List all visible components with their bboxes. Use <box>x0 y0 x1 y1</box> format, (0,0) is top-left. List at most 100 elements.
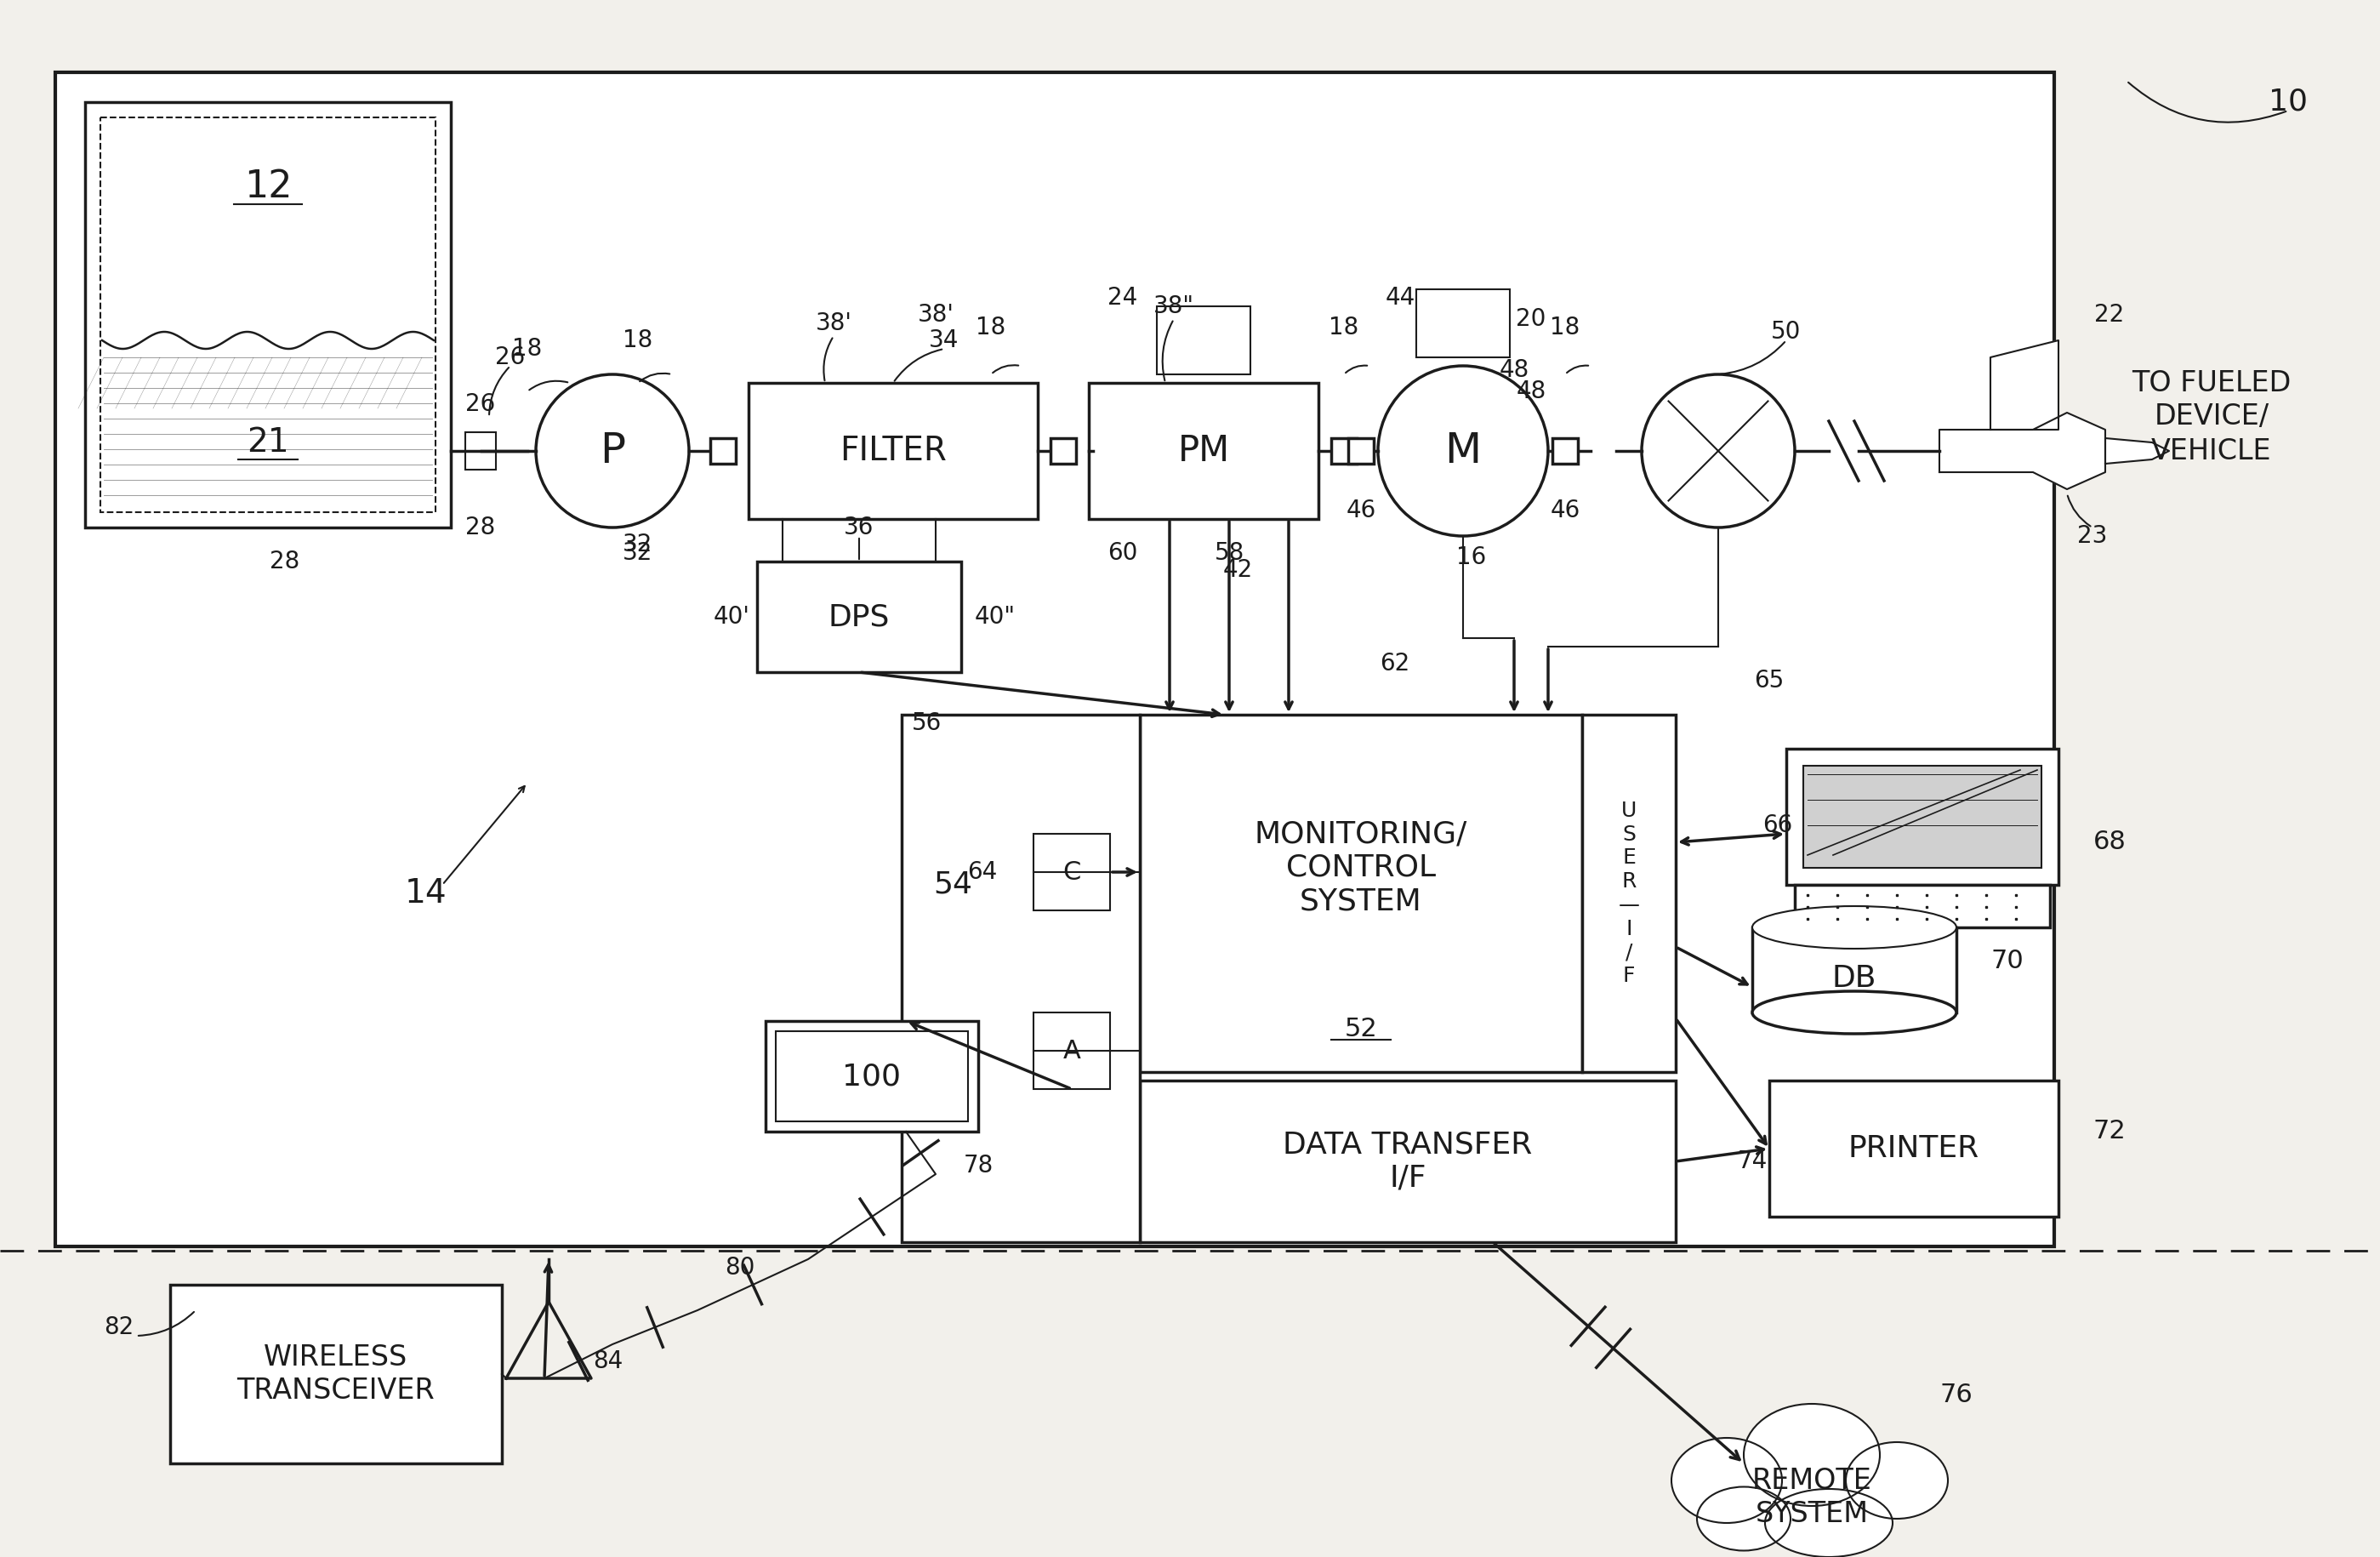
Text: 62: 62 <box>1380 652 1409 676</box>
Text: 70: 70 <box>1992 950 2023 973</box>
Bar <box>1347 438 1373 464</box>
Text: DPS: DPS <box>828 603 890 631</box>
Circle shape <box>1378 366 1547 536</box>
Text: DB: DB <box>1833 964 1875 993</box>
Text: PRINTER: PRINTER <box>1849 1133 1980 1163</box>
Text: 66: 66 <box>1764 813 1792 838</box>
Text: 26: 26 <box>495 346 526 369</box>
Text: 54: 54 <box>933 870 973 900</box>
Polygon shape <box>1940 413 2106 489</box>
Text: 16: 16 <box>1457 545 1488 570</box>
Bar <box>55 72 2054 1247</box>
Bar <box>1033 1012 1109 1088</box>
Text: 34: 34 <box>928 329 959 352</box>
Ellipse shape <box>1745 1404 1880 1506</box>
Text: FILTER: FILTER <box>840 434 947 467</box>
Text: 18: 18 <box>624 329 652 352</box>
Text: A: A <box>1064 1039 1081 1063</box>
Text: 32: 32 <box>624 532 652 556</box>
Text: 48: 48 <box>1516 380 1547 403</box>
Text: 58: 58 <box>1214 542 1245 565</box>
Bar <box>86 103 450 528</box>
Polygon shape <box>2106 438 2168 464</box>
Text: 18: 18 <box>512 336 543 361</box>
Text: 20: 20 <box>1516 307 1547 332</box>
Text: 28: 28 <box>269 550 300 573</box>
Text: 46: 46 <box>1347 498 1376 523</box>
Bar <box>902 715 1140 1242</box>
Text: 18: 18 <box>1328 316 1359 339</box>
Text: REMOTE
SYSTEM: REMOTE SYSTEM <box>1752 1467 1871 1527</box>
Text: P: P <box>600 431 626 472</box>
Text: 56: 56 <box>912 712 942 735</box>
Text: 60: 60 <box>1107 542 1138 565</box>
Text: 84: 84 <box>593 1350 624 1373</box>
Bar <box>1583 715 1676 1073</box>
Circle shape <box>1642 374 1795 528</box>
Text: 50: 50 <box>1771 319 1802 344</box>
Text: 23: 23 <box>2078 525 2109 548</box>
Text: 12: 12 <box>243 168 293 206</box>
Bar <box>1033 835 1109 911</box>
Text: 22: 22 <box>2094 304 2125 327</box>
Text: 46: 46 <box>1549 498 1580 523</box>
Ellipse shape <box>1847 1442 1947 1518</box>
Text: 32: 32 <box>624 542 652 565</box>
Text: 14: 14 <box>405 877 447 909</box>
Text: 68: 68 <box>2092 830 2125 855</box>
Text: 78: 78 <box>964 1154 992 1177</box>
Text: 82: 82 <box>105 1316 133 1339</box>
Bar <box>1157 307 1250 374</box>
Text: C: C <box>1064 859 1081 884</box>
Bar <box>1416 290 1509 358</box>
Text: 42: 42 <box>1223 557 1252 582</box>
Bar <box>1140 1081 1676 1242</box>
Text: 72: 72 <box>2092 1119 2125 1144</box>
Bar <box>1050 438 1076 464</box>
Text: 40": 40" <box>976 606 1016 629</box>
Text: 40': 40' <box>714 606 750 629</box>
Text: U
S
E
R
—
I
/
F: U S E R — I / F <box>1618 800 1640 986</box>
Text: 10: 10 <box>2268 87 2309 117</box>
Bar <box>709 438 735 464</box>
Text: 18: 18 <box>976 316 1007 339</box>
Text: 18: 18 <box>1549 316 1580 339</box>
Text: 36: 36 <box>845 515 873 539</box>
Polygon shape <box>1990 341 2059 430</box>
Bar <box>757 562 962 673</box>
Text: VEHICLE: VEHICLE <box>2152 438 2273 466</box>
Ellipse shape <box>1752 992 1956 1034</box>
Bar <box>1795 884 2049 928</box>
Text: DATA TRANSFER
I/F: DATA TRANSFER I/F <box>1283 1130 1533 1193</box>
Text: 24: 24 <box>1107 286 1138 310</box>
Text: TO FUELED: TO FUELED <box>2132 369 2292 397</box>
Bar <box>100 117 436 512</box>
Text: 76: 76 <box>1940 1383 1973 1408</box>
Bar <box>169 1285 502 1464</box>
Text: 48: 48 <box>1499 358 1528 381</box>
Bar <box>1787 749 2059 884</box>
Ellipse shape <box>1671 1437 1783 1523</box>
Text: DEVICE/: DEVICE/ <box>2154 403 2268 431</box>
Text: 52: 52 <box>1345 1017 1378 1042</box>
Ellipse shape <box>1752 906 1956 948</box>
Bar <box>1768 1081 2059 1216</box>
Bar <box>1140 715 1583 1073</box>
Text: PM: PM <box>1178 433 1230 469</box>
Text: 38': 38' <box>916 304 954 327</box>
Text: 80: 80 <box>726 1256 754 1280</box>
Text: 64: 64 <box>966 859 997 884</box>
Bar <box>766 1021 978 1132</box>
Text: 65: 65 <box>1754 670 1785 693</box>
Circle shape <box>536 374 688 528</box>
Text: WIRELESS
TRANSCEIVER: WIRELESS TRANSCEIVER <box>238 1344 436 1404</box>
Text: 74: 74 <box>1737 1149 1768 1174</box>
Text: 21: 21 <box>248 427 288 459</box>
Bar <box>1330 438 1357 464</box>
Text: 100: 100 <box>843 1062 902 1091</box>
Text: 44: 44 <box>1385 286 1416 310</box>
Text: 38": 38" <box>1154 294 1195 318</box>
Text: 28: 28 <box>466 515 495 539</box>
Bar <box>464 433 495 470</box>
Text: M: M <box>1445 431 1480 472</box>
